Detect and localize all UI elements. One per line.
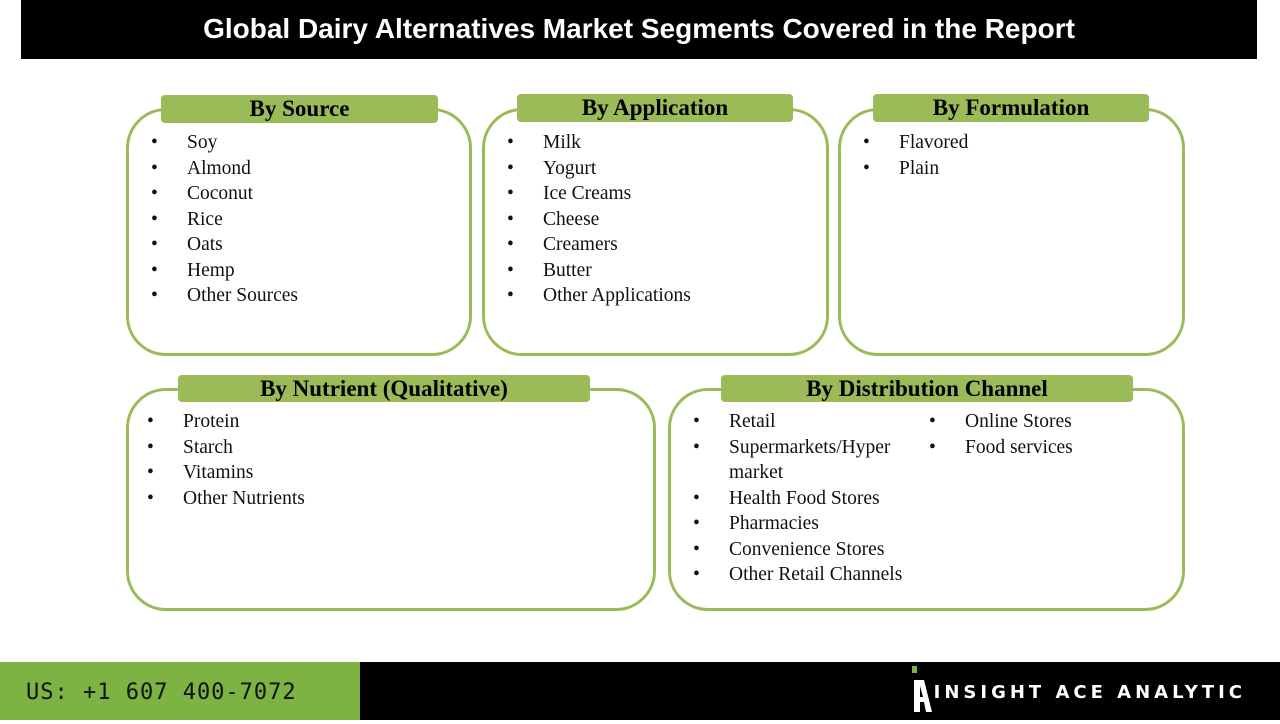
- formulation-list: Flavored Plain: [863, 130, 968, 181]
- footer-bar: INSIGHT ACE ANALYTIC: [360, 662, 1280, 720]
- list-item: Food services: [929, 435, 1073, 461]
- formulation-box: Flavored Plain: [838, 108, 1185, 356]
- nutrient-box: Protein Starch Vitamins Other Nutrients: [126, 388, 656, 611]
- list-item: Cheese: [507, 207, 691, 233]
- list-item: Other Nutrients: [147, 486, 305, 512]
- nutrient-header: By Nutrient (Qualitative): [178, 375, 590, 402]
- list-item: Rice: [151, 207, 298, 233]
- page-title: Global Dairy Alternatives Market Segment…: [21, 0, 1257, 59]
- list-item: Protein: [147, 409, 305, 435]
- source-header: By Source: [161, 95, 438, 123]
- insight-ace-logo-icon: [912, 666, 932, 712]
- list-item: Ice Creams: [507, 181, 691, 207]
- list-item: Oats: [151, 232, 298, 258]
- application-box: Milk Yogurt Ice Creams Cheese Creamers B…: [482, 108, 829, 356]
- list-item: Other Applications: [507, 283, 691, 309]
- list-item: Convenience Stores: [693, 537, 929, 563]
- list-item: Butter: [507, 258, 691, 284]
- list-item: Milk: [507, 130, 691, 156]
- list-item: Vitamins: [147, 460, 305, 486]
- list-item: Retail: [693, 409, 929, 435]
- list-item: Other Retail Channels: [693, 562, 929, 588]
- list-item: Almond: [151, 156, 298, 182]
- phone-number: US: +1 607 400-7072: [0, 662, 360, 720]
- list-item: Online Stores: [929, 409, 1073, 435]
- distribution-list-2: Online Stores Food services: [929, 409, 1073, 460]
- list-item: Flavored: [863, 130, 968, 156]
- list-item: Yogurt: [507, 156, 691, 182]
- list-item: Starch: [147, 435, 305, 461]
- list-item: Pharmacies: [693, 511, 929, 537]
- list-item: Other Sources: [151, 283, 298, 309]
- distribution-list: Retail Supermarkets/Hyper market Health …: [693, 409, 929, 588]
- source-list: Soy Almond Coconut Rice Oats Hemp Other …: [151, 130, 298, 309]
- application-header: By Application: [517, 94, 793, 122]
- list-item: Coconut: [151, 181, 298, 207]
- list-item: Hemp: [151, 258, 298, 284]
- distribution-box: Retail Supermarkets/Hyper market Health …: [668, 388, 1185, 611]
- brand-name: INSIGHT ACE ANALYTIC: [933, 682, 1246, 703]
- source-box: Soy Almond Coconut Rice Oats Hemp Other …: [126, 108, 472, 356]
- application-list: Milk Yogurt Ice Creams Cheese Creamers B…: [507, 130, 691, 309]
- list-item: Supermarkets/Hyper market: [693, 435, 908, 486]
- formulation-header: By Formulation: [873, 94, 1149, 122]
- list-item: Creamers: [507, 232, 691, 258]
- list-item: Soy: [151, 130, 298, 156]
- list-item: Plain: [863, 156, 968, 182]
- nutrient-list: Protein Starch Vitamins Other Nutrients: [147, 409, 305, 511]
- list-item: Health Food Stores: [693, 486, 929, 512]
- distribution-header: By Distribution Channel: [721, 375, 1133, 402]
